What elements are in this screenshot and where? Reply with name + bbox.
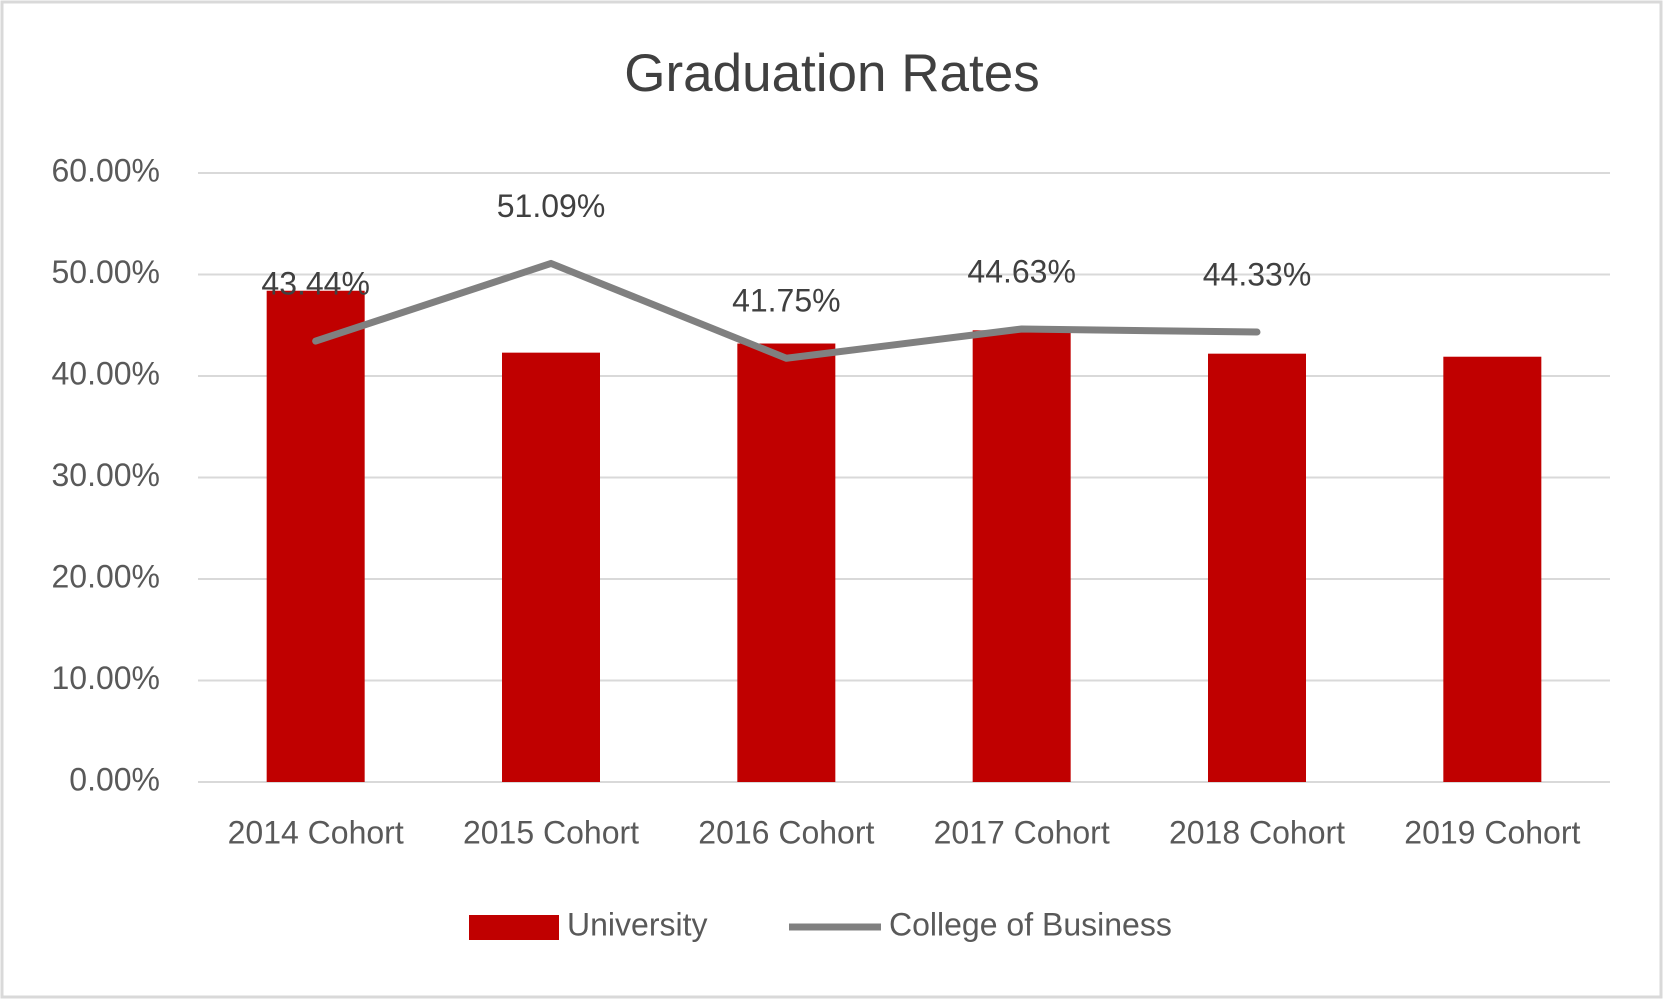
x-tick-label: 2019 Cohort: [1404, 814, 1580, 850]
y-tick-label: 50.00%: [51, 254, 160, 290]
bar: [1208, 353, 1306, 782]
data-label: 51.09%: [497, 188, 606, 224]
data-label: 43.44%: [261, 266, 370, 302]
x-tick-label: 2014 Cohort: [228, 814, 404, 850]
legend-label: College of Business: [889, 906, 1172, 942]
chart-title: Graduation Rates: [624, 44, 1039, 103]
y-tick-label: 60.00%: [51, 152, 160, 188]
x-tick-label: 2017 Cohort: [934, 814, 1110, 850]
legend-swatch: [469, 915, 559, 940]
data-label: 41.75%: [732, 283, 841, 319]
y-tick-label: 20.00%: [51, 558, 160, 594]
y-tick-label: 0.00%: [69, 761, 160, 797]
x-tick-label: 2015 Cohort: [463, 814, 639, 850]
y-tick-label: 30.00%: [51, 457, 160, 493]
bar: [1443, 356, 1542, 782]
x-tick-label: 2018 Cohort: [1169, 814, 1345, 850]
data-label: 44.63%: [967, 253, 1076, 289]
data-label: 44.33%: [1203, 257, 1312, 293]
line-series: [312, 259, 1261, 362]
y-tick-label: 40.00%: [51, 355, 160, 391]
bar: [737, 343, 836, 782]
bar: [266, 290, 365, 782]
x-tick-label: 2016 Cohort: [698, 814, 874, 850]
y-tick-label: 10.00%: [51, 660, 160, 696]
legend-label: University: [567, 906, 707, 942]
bar: [972, 330, 1071, 782]
bar: [502, 352, 600, 782]
